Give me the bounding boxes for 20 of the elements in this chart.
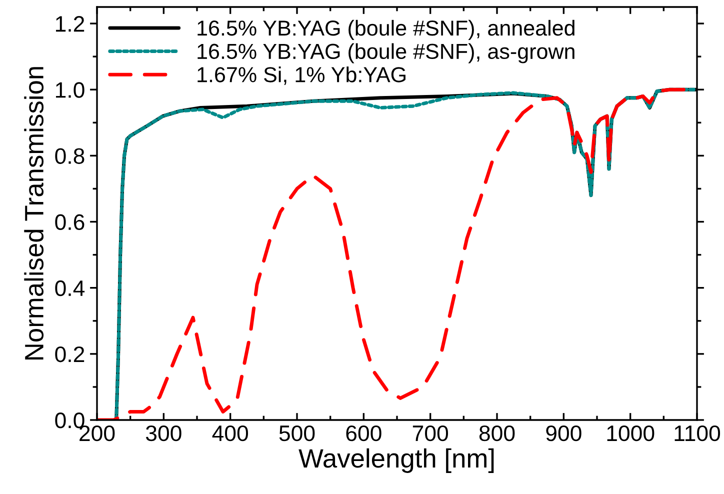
x-tick-label: 400 <box>212 425 248 442</box>
y-axis-title: Normalised Transmission <box>24 67 44 360</box>
y-tick-label: 1.0 <box>56 82 84 98</box>
legend-label: 1.67% Si, 1% Yb:YAG <box>198 66 406 85</box>
y-tick-label: 0.6 <box>55 214 84 230</box>
x-tick-label: 900 <box>546 425 582 442</box>
y-tick-label: 0.4 <box>55 280 85 296</box>
x-tick-label: 600 <box>346 425 382 442</box>
x-tick-label: 300 <box>146 425 182 442</box>
x-tick-label: 500 <box>279 425 315 442</box>
x-tick-label: 700 <box>412 425 448 442</box>
y-tick-label: 0.8 <box>55 148 84 164</box>
y-tick-label: 0.2 <box>55 346 84 362</box>
x-tick-label: 800 <box>479 425 515 442</box>
x-axis-title: Wavelength [nm] <box>298 448 494 473</box>
y-tick-label: 1.2 <box>56 16 84 32</box>
legend-label: 16.5% YB:YAG (boule #SNF), annealed <box>198 20 574 40</box>
x-tick-label: 1000 <box>607 425 654 442</box>
x-tick-label: 1100 <box>674 425 720 442</box>
legend-label: 16.5% YB:YAG (boule #SNF), as-grown <box>198 43 574 64</box>
